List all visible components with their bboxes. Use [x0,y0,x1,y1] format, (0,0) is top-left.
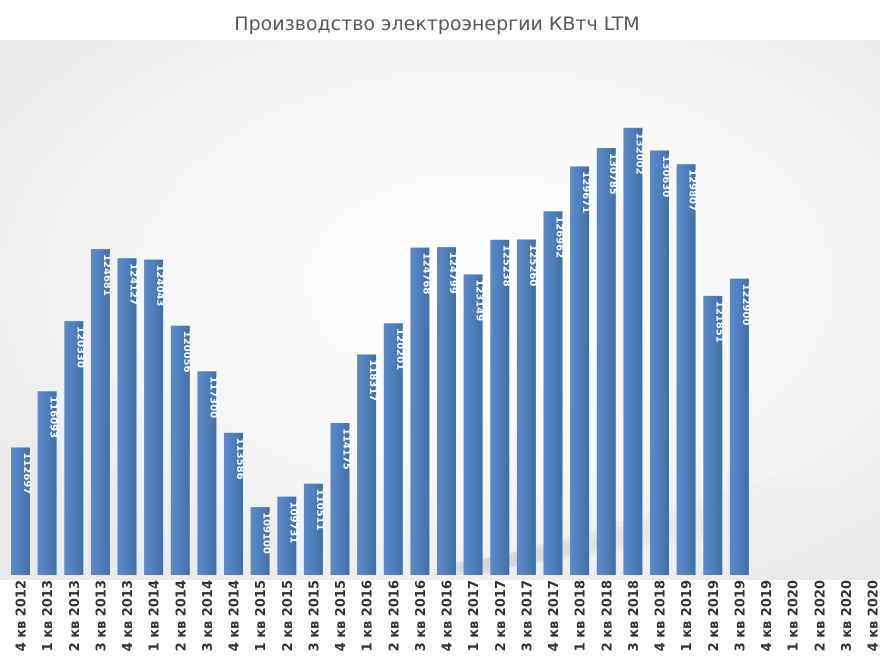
data-label: 129807 [687,169,698,211]
bar [543,211,563,576]
x-tick-label: 4 кв 2016 [441,580,456,651]
data-label: 112697 [21,453,32,495]
bar [490,239,510,576]
bar [650,150,669,575]
data-label: 124127 [128,263,139,305]
bar [64,321,84,575]
bar [277,496,297,575]
x-tick-label: 2 кв 2015 [281,580,296,651]
data-label: 117300 [207,376,218,418]
x-tick-label: 1 кв 2020 [787,580,802,651]
data-label: 113586 [234,438,245,480]
data-label: 110511 [314,489,325,531]
data-label: 120330 [74,326,85,368]
bar [383,323,403,575]
x-tick-label: 2 кв 2017 [494,580,509,651]
bar [623,127,643,576]
x-tick-label: 4 кв 2015 [334,580,349,651]
data-label: 125238 [500,245,511,287]
data-label: 116093 [48,396,59,438]
x-tick-label: 4 кв 2013 [121,580,136,651]
data-label: 130785 [607,153,618,195]
data-label: 123149 [474,279,485,321]
x-tick-label: 4 кв 2017 [547,580,562,651]
x-tick-label: 1 кв 2019 [680,580,695,651]
x-tick-label: 3 кв 2020 [840,580,855,651]
bar [144,259,164,575]
data-label: 126962 [554,216,565,258]
x-tick-label: 3 кв 2013 [94,580,109,651]
bar [703,295,723,575]
x-tick-label: 2 кв 2018 [600,580,615,651]
x-tick-label: 3 кв 2015 [307,580,322,651]
data-label: 121851 [713,301,724,343]
x-tick-label: 4 кв 2018 [654,580,669,651]
bar [330,423,350,575]
x-tick-label: 1 кв 2014 [148,580,163,651]
data-label: 114175 [341,428,352,470]
data-label: 124768 [420,253,431,295]
data-label: 124799 [447,252,458,294]
x-tick-label: 2 кв 2014 [174,580,189,651]
bar [463,274,483,575]
bar [303,483,323,575]
data-label: 125260 [527,245,538,287]
bar [570,166,590,575]
bar [117,258,137,575]
bar [90,249,110,575]
data-labels: 112697 116093 120330 124681 124127 124043 1200… [21,133,751,554]
x-tick-label: 4 кв 2014 [228,580,243,651]
data-label: 130630 [660,156,671,198]
data-label: 132002 [633,133,644,175]
x-tick-labels: 4 кв 2012 1 кв 2013 2 кв 2013 3 кв 2013 4 кв… [15,580,880,651]
bars [11,127,749,576]
data-label: 120201 [394,328,405,370]
data-label: 129671 [580,171,591,213]
bar [250,507,270,575]
data-label: 109731 [287,502,298,544]
bar [170,325,190,575]
x-tick-label: 3 кв 2014 [201,580,216,651]
data-label: 120056 [181,331,192,373]
x-tick-label: 1 кв 2016 [361,580,376,651]
x-tick-label: 2 кв 2013 [68,580,83,651]
bar [357,354,377,575]
data-label: 118317 [367,360,378,402]
bar [676,164,696,575]
data-label: 109100 [261,512,272,554]
x-tick-label: 1 кв 2018 [574,580,589,651]
x-tick-label: 1 кв 2013 [41,580,56,651]
bar [729,278,749,575]
x-tick-label: 4 кв 2019 [760,580,775,651]
x-tick-label: 3 кв 2019 [733,580,748,651]
data-label: 124043 [154,265,165,307]
x-tick-label: 3 кв 2018 [627,580,642,651]
x-tick-label: 1 кв 2017 [467,580,482,651]
bar [11,447,30,575]
bar [516,239,536,575]
bar [197,371,217,575]
x-tick-label: 2 кв 2016 [387,580,402,651]
data-label: 122900 [740,284,751,326]
x-tick-label: 4 кв 2012 [15,580,30,651]
x-tick-label: 4 кв 2020 [867,580,880,651]
x-tick-label: 2 кв 2020 [813,580,828,651]
x-tick-label: 3 кв 2017 [520,580,535,651]
x-tick-label: 3 кв 2016 [414,580,429,651]
bar [410,247,430,575]
x-tick-label: 2 кв 2019 [707,580,722,651]
chart-title: Производство электроэнергии КВтч LTM [234,13,639,35]
x-tick-label: 1 кв 2015 [254,580,269,651]
bar [224,432,243,575]
bar [437,247,456,575]
bar [596,148,616,575]
data-label: 124681 [101,254,112,296]
bar [37,391,57,575]
